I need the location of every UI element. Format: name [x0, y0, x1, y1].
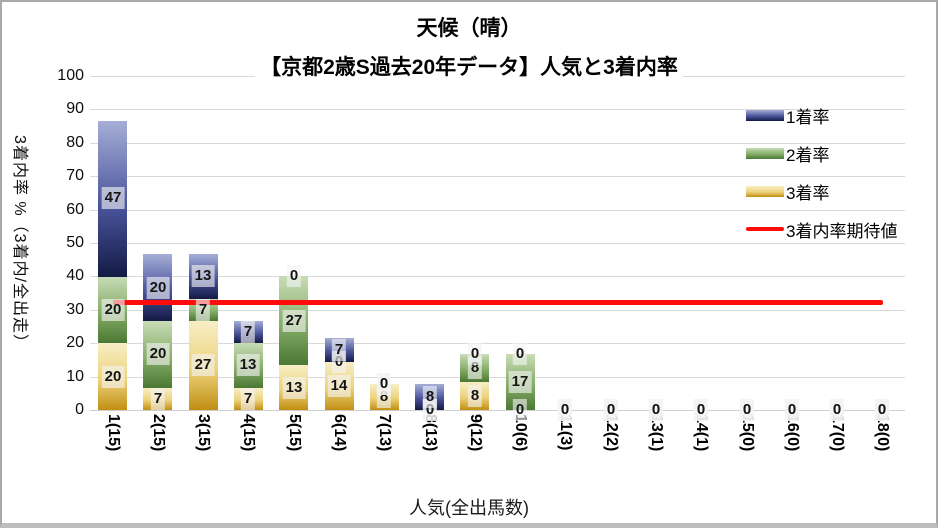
y-tick-label-70: 70: [66, 167, 84, 184]
x-tick-label-11: 11(3): [557, 414, 574, 451]
gridline-100: [90, 76, 905, 77]
gridline-60: [90, 210, 905, 211]
legend-label: 3着率: [786, 183, 830, 203]
gridline-40: [90, 276, 905, 277]
x-tick-label-6: 6(14): [331, 414, 348, 452]
data-label-first-cat11: 0: [557, 399, 573, 421]
expected-line: [113, 300, 883, 305]
y-tick-label-100: 100: [57, 67, 84, 84]
data-label-first-cat13: 0: [648, 399, 664, 421]
legend-swatch-third: [746, 185, 784, 197]
gridline-90: [90, 109, 905, 110]
data-label-second-cat3: 7: [195, 299, 211, 321]
data-label-first-cat12: 0: [603, 399, 619, 421]
data-label-first-cat16: 0: [784, 399, 800, 421]
y-tick-label-50: 50: [66, 234, 84, 251]
data-label-first-cat10: 0: [512, 343, 528, 365]
data-label-second-cat5: 27: [282, 310, 306, 332]
gridline-70: [90, 176, 905, 177]
y-tick-label-80: 80: [66, 134, 84, 151]
data-label-second-cat2: 20: [146, 343, 170, 365]
data-label-first-cat6: 7: [331, 339, 347, 361]
y-tick-label-60: 60: [66, 201, 84, 218]
data-label-third-cat4: 7: [240, 388, 256, 410]
y-tick-label-30: 30: [66, 301, 84, 318]
y-tick-label-90: 90: [66, 100, 84, 117]
data-label-first-cat5: 0: [286, 265, 302, 287]
data-label-first-cat3: 13: [191, 265, 215, 287]
x-tick-label-5: 5(15): [286, 414, 303, 452]
y-tick-label-10: 10: [66, 368, 84, 385]
chart-title: 天候（晴）: [416, 17, 522, 40]
x-tick-label-10: 10(6): [512, 414, 529, 452]
data-label-second-cat10: 17: [508, 371, 532, 393]
x-tick-label-1: 1(15): [105, 414, 122, 452]
gridline-50: [90, 243, 905, 244]
data-label-third-cat3: 27: [191, 354, 215, 376]
legend-swatch-second: [746, 147, 784, 159]
x-tick-label-4: 4(15): [240, 414, 257, 452]
data-label-third-cat9: 8: [467, 385, 483, 407]
y-tick-label-20: 20: [66, 334, 84, 351]
x-tick-label-13: 13(1): [648, 414, 665, 452]
data-label-third-cat2: 7: [150, 388, 166, 410]
data-label-first-cat18: 0: [874, 399, 890, 421]
x-tick-label-12: 12(2): [603, 414, 620, 452]
gridline-10: [90, 377, 905, 378]
x-tick-label-17: 17(0): [829, 414, 846, 452]
data-label-first-cat8: 8: [422, 386, 438, 408]
data-label-first-cat14: 0: [693, 399, 709, 421]
data-label-third-cat5: 13: [282, 377, 306, 399]
x-axis-title: 人気(全出馬数): [409, 498, 529, 518]
data-label-second-cat4: 13: [236, 354, 260, 376]
data-label-first-cat9: 0: [467, 343, 483, 365]
gridline-80: [90, 143, 905, 144]
data-label-first-cat15: 0: [739, 399, 755, 421]
data-label-third-cat1: 20: [101, 366, 125, 388]
legend-label: 1着率: [786, 107, 830, 127]
legend-label: 2着率: [786, 145, 830, 165]
legend-item-expected: 3着内率期待値: [746, 217, 897, 241]
legend-item-third: 3着率: [746, 179, 829, 203]
x-tick-label-8: 8(13): [422, 414, 439, 452]
data-label-third-cat10: 0: [512, 399, 528, 421]
legend-swatch-first: [746, 109, 784, 121]
gridline-0: [90, 410, 905, 411]
y-tick-label-40: 40: [66, 267, 84, 284]
data-label-third-cat6: 14: [327, 375, 351, 397]
x-tick-label-16: 16(0): [784, 414, 801, 452]
data-label-second-cat1: 20: [101, 299, 125, 321]
x-tick-label-14: 14(1): [693, 414, 710, 452]
x-tick-label-3: 3(15): [195, 414, 212, 452]
x-tick-label-9: 9(12): [467, 414, 484, 452]
data-label-first-cat2: 20: [146, 277, 170, 299]
data-label-first-cat1: 47: [101, 187, 125, 209]
gridline-30: [90, 310, 905, 311]
legend-swatch-line: [746, 227, 784, 231]
x-tick-label-7: 7(13): [376, 414, 393, 452]
y-axis-title: 3着内率 %（3着内/全出走）: [11, 135, 28, 351]
y-tick-label-0: 0: [75, 401, 84, 418]
legend-label: 3着内率期待値: [786, 221, 898, 241]
data-label-first-cat4: 7: [240, 321, 256, 343]
gridline-20: [90, 343, 905, 344]
x-tick-label-18: 18(0): [874, 414, 891, 452]
x-tick-label-15: 15(0): [739, 414, 756, 452]
data-label-first-cat7: 0: [376, 373, 392, 395]
data-label-first-cat17: 0: [829, 399, 845, 421]
legend-item-first: 1着率: [746, 103, 829, 127]
legend-item-second: 2着率: [746, 141, 829, 165]
x-tick-label-2: 2(15): [150, 414, 167, 452]
